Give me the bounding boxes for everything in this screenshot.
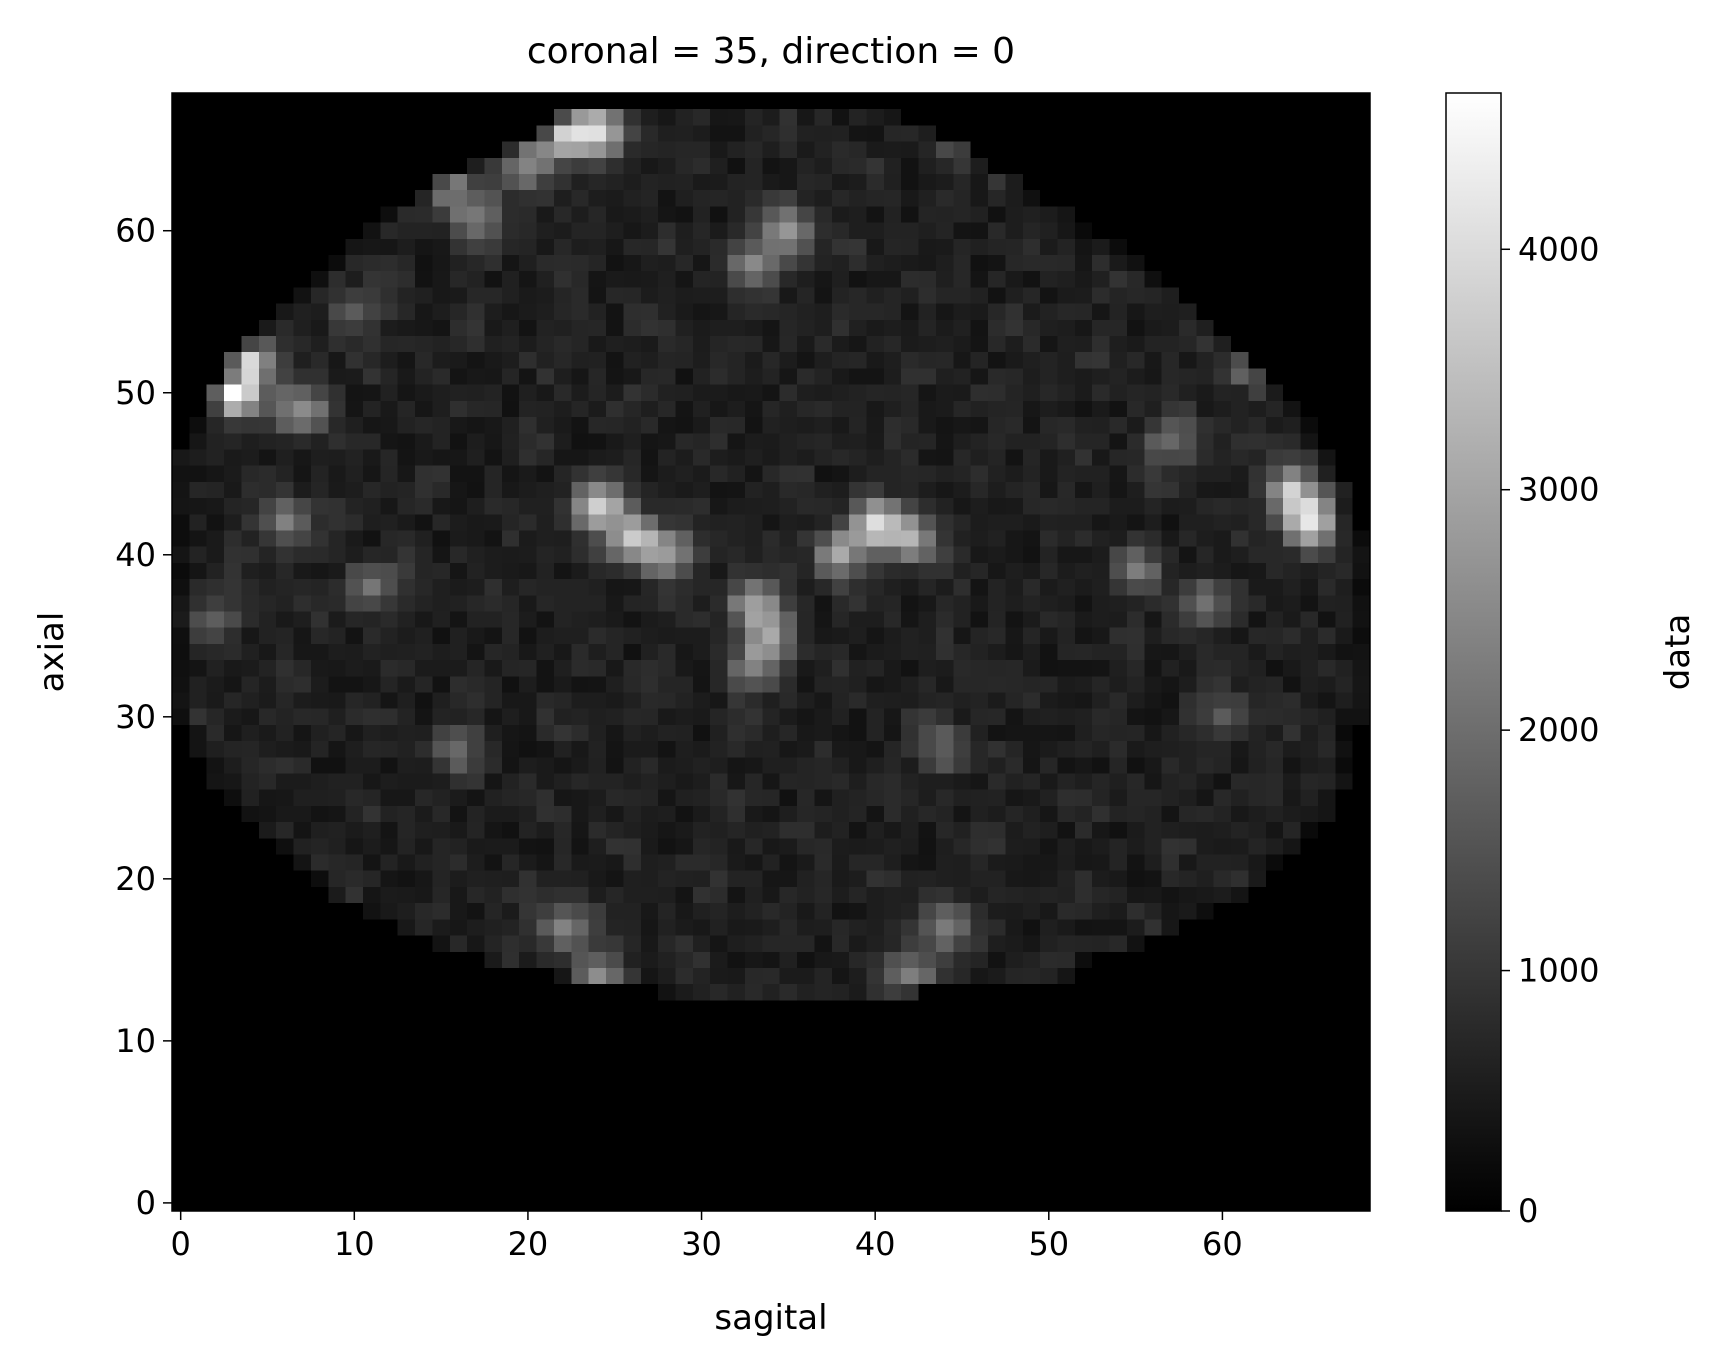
y-tick-label: 50 [115,374,156,412]
x-tick-label: 40 [855,1225,896,1263]
y-tick-label: 60 [115,212,156,250]
x-tick-label: 60 [1202,1225,1243,1263]
heatmap-area [171,92,1371,1212]
y-tick-label: 10 [115,1022,156,1060]
x-tick-label: 10 [334,1225,375,1263]
x-tick-label: 0 [171,1225,191,1263]
x-tick-label: 50 [1028,1225,1069,1263]
plot-frame [171,92,1371,1212]
colorbar-tick-label: 2000 [1518,711,1599,749]
x-tick-label: 20 [508,1225,549,1263]
colorbar-tick-label: 1000 [1518,952,1599,990]
y-axis-label: axial [32,612,72,693]
y-tick-label: 40 [115,536,156,574]
y-tick-label: 0 [136,1184,156,1222]
colorbar-tick-label: 0 [1518,1192,1538,1230]
x-tick-label: 30 [681,1225,722,1263]
colorbar-tick-label: 3000 [1518,471,1599,509]
x-axis-label: sagital [714,1298,827,1338]
y-tick-label: 30 [115,698,156,736]
colorbar-ticks: 0 1000 2000 3000 4000 [1501,230,1599,1230]
colorbar: 0 1000 2000 3000 4000 data [1445,92,1698,1230]
colorbar-label: data [1658,614,1698,691]
x-axis: 0 10 20 30 40 50 60 [171,1211,1243,1263]
heatmap-image [172,93,1370,1211]
y-tick-label: 20 [115,860,156,898]
y-axis: 0 10 20 30 40 50 60 [115,212,172,1222]
heatmap-image-container [172,93,1370,1211]
colorbar-tick-label: 4000 [1518,230,1599,268]
colorbar-gradient [1445,92,1502,1212]
chart-title: coronal = 35, direction = 0 [527,31,1015,72]
